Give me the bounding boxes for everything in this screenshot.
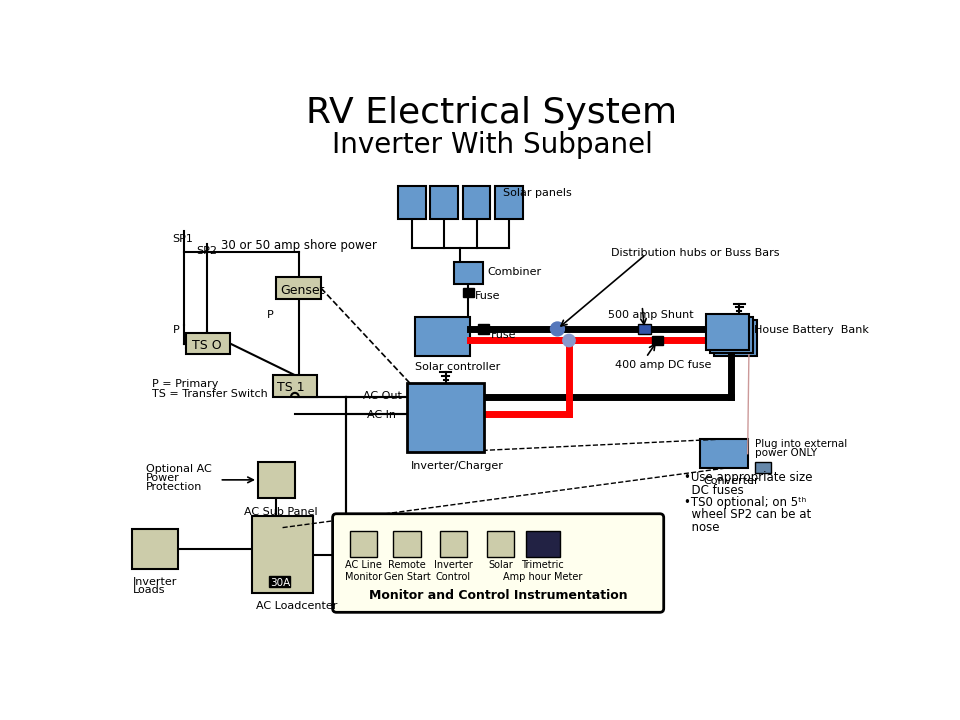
Text: Loads: Loads [133, 585, 166, 595]
Text: AC Loadcenter: AC Loadcenter [255, 600, 337, 611]
Text: 400 amp DC fuse: 400 amp DC fuse [615, 360, 711, 370]
Text: Monitor and Control Instrumentation: Monitor and Control Instrumentation [369, 589, 628, 603]
Bar [398, 186, 426, 219]
Bar [453, 262, 483, 284]
Bar [709, 318, 753, 353]
Text: Remote
Gen Start: Remote Gen Start [384, 560, 431, 582]
Bar [463, 186, 491, 219]
Bar [487, 531, 515, 557]
Text: Solar: Solar [488, 560, 513, 570]
Text: power ONLY: power ONLY [756, 449, 818, 459]
Text: Protection: Protection [146, 482, 202, 492]
Text: Fuse: Fuse [475, 291, 500, 301]
Text: AC Out: AC Out [363, 390, 401, 400]
Bar [638, 324, 651, 333]
Text: 500 amp Shunt: 500 amp Shunt [608, 310, 693, 320]
Bar [706, 315, 749, 350]
Bar [349, 531, 377, 557]
Text: Fuse: Fuse [491, 330, 516, 341]
Text: P: P [267, 310, 274, 320]
Bar [495, 186, 523, 219]
Bar [440, 531, 468, 557]
Text: nose: nose [684, 521, 720, 534]
Text: TS O: TS O [192, 339, 222, 352]
Text: AC Sub Panel: AC Sub Panel [244, 507, 318, 517]
Bar [269, 576, 290, 587]
Text: Distribution hubs or Buss Bars: Distribution hubs or Buss Bars [612, 248, 780, 258]
Bar [185, 333, 230, 354]
Text: Plug into external: Plug into external [756, 439, 848, 449]
Text: House Battery  Bank: House Battery Bank [754, 325, 869, 335]
Text: P: P [173, 325, 180, 335]
Text: RV Electrical System: RV Electrical System [306, 96, 678, 130]
Text: 30A: 30A [271, 577, 291, 588]
Bar [526, 531, 560, 557]
Bar [700, 439, 748, 468]
Text: DC fuses: DC fuses [684, 484, 744, 497]
Text: Power: Power [146, 473, 180, 483]
Bar [273, 375, 317, 397]
Text: Inverter: Inverter [133, 577, 178, 587]
Bar [430, 186, 458, 219]
Text: AC Line
Monitor: AC Line Monitor [345, 560, 382, 582]
Circle shape [550, 322, 564, 336]
Text: SP2: SP2 [196, 246, 217, 256]
Bar [713, 320, 756, 356]
Text: Inverter
Control: Inverter Control [434, 560, 473, 582]
Circle shape [563, 334, 575, 346]
Text: Trimetric
Amp hour Meter: Trimetric Amp hour Meter [503, 560, 583, 582]
Text: SP1: SP1 [173, 234, 193, 244]
Bar [276, 277, 321, 299]
Text: Solar panels: Solar panels [503, 188, 571, 198]
Text: •Use appropriate size: •Use appropriate size [684, 472, 813, 485]
Text: Converter: Converter [704, 476, 759, 486]
Text: Inverter/Charger: Inverter/Charger [411, 462, 504, 472]
Text: wheel SP2 can be at: wheel SP2 can be at [684, 508, 812, 521]
Text: TS = Transfer Switch: TS = Transfer Switch [152, 389, 268, 399]
Bar [478, 324, 489, 333]
Bar [415, 318, 470, 356]
Bar [258, 462, 295, 498]
Text: AC In: AC In [368, 410, 396, 420]
Bar [652, 336, 663, 345]
Text: P = Primary: P = Primary [152, 379, 218, 389]
Bar [463, 288, 473, 297]
Text: Solar controller: Solar controller [415, 362, 500, 372]
Bar [394, 531, 421, 557]
Text: •TS0 optional; on 5ᵗʰ: •TS0 optional; on 5ᵗʰ [684, 496, 806, 509]
Text: Combiner: Combiner [488, 266, 541, 276]
Bar [252, 516, 313, 593]
Text: 30 or 50 amp shore power: 30 or 50 amp shore power [221, 239, 377, 252]
Text: Optional AC: Optional AC [146, 464, 211, 474]
Text: Genset: Genset [280, 284, 324, 297]
Bar [407, 383, 484, 452]
FancyBboxPatch shape [332, 514, 663, 612]
Text: TS 1: TS 1 [277, 382, 304, 395]
Text: Inverter With Subpanel: Inverter With Subpanel [331, 131, 653, 159]
Bar [132, 529, 178, 570]
Bar [756, 462, 771, 473]
